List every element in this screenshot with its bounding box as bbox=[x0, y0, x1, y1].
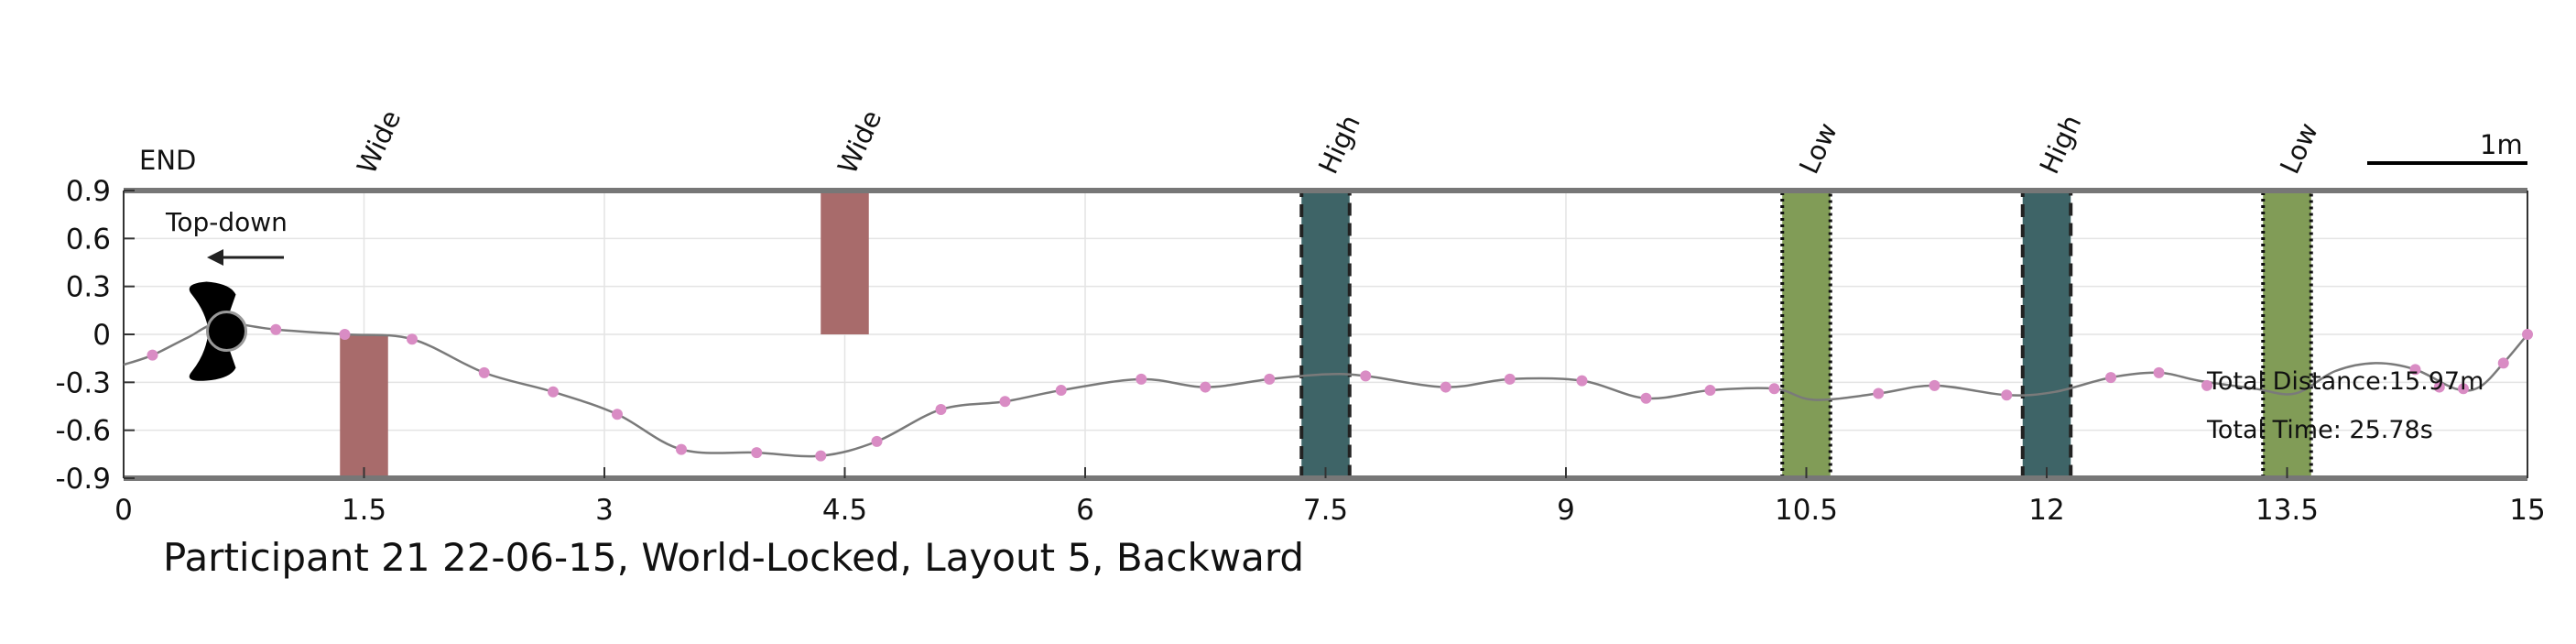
chart-labels: END Top-down 1m Total Distance:15.97m To… bbox=[139, 105, 2523, 580]
walk-path bbox=[123, 322, 2533, 462]
obstacle-low bbox=[1780, 189, 1832, 480]
obstacle-label: Low bbox=[1793, 118, 1843, 179]
y-tick-label: 0.6 bbox=[66, 223, 111, 256]
obstacle-label: High bbox=[2034, 110, 2088, 179]
path-marker bbox=[2105, 372, 2116, 384]
chart-title: Participant 21 22-06-15, World-Locked, L… bbox=[163, 535, 1304, 580]
total-time-text: Total Time: 25.78s bbox=[2206, 416, 2433, 444]
path-marker bbox=[935, 403, 947, 415]
path-marker bbox=[1360, 370, 1372, 382]
path-marker bbox=[407, 333, 418, 345]
path-marker bbox=[2522, 329, 2533, 340]
path-marker bbox=[2458, 383, 2469, 395]
path-marker bbox=[1704, 385, 1716, 397]
path-marker bbox=[2409, 364, 2421, 376]
obstacle-high bbox=[1299, 189, 1352, 480]
path-marker bbox=[871, 435, 883, 447]
y-tick-label: 0 bbox=[92, 319, 111, 352]
x-tick-label: 3 bbox=[595, 494, 614, 527]
x-tick-label: 9 bbox=[1557, 494, 1575, 527]
x-tick-label: 12 bbox=[2028, 494, 2064, 527]
y-tick-label: 0.3 bbox=[66, 271, 111, 304]
x-tick-label: 6 bbox=[1076, 494, 1094, 527]
x-tick-label: 15 bbox=[2509, 494, 2545, 527]
y-tick-label: -0.3 bbox=[56, 366, 112, 399]
path-marker bbox=[2001, 389, 2013, 401]
path-line bbox=[123, 322, 2528, 458]
path-marker bbox=[2153, 366, 2165, 378]
x-tick-label: 1.5 bbox=[342, 494, 386, 527]
path-marker bbox=[1929, 379, 1940, 391]
x-tick-label: 13.5 bbox=[2255, 494, 2319, 527]
obstacle-label: Low bbox=[2274, 118, 2324, 179]
path-marker bbox=[2433, 381, 2445, 393]
obstacle-high bbox=[2020, 189, 2073, 480]
path-marker bbox=[147, 349, 158, 361]
x-tick-label: 7.5 bbox=[1303, 494, 1348, 527]
path-marker bbox=[1504, 373, 1516, 385]
path-marker bbox=[2497, 357, 2509, 369]
walker-head bbox=[206, 311, 247, 353]
direction-label: Top-down bbox=[165, 207, 288, 237]
x-tick-label: 4.5 bbox=[822, 494, 867, 527]
x-tick-label: 0 bbox=[114, 494, 133, 527]
obstacle-label: High bbox=[1312, 110, 1366, 179]
obstacle-wide bbox=[821, 191, 869, 334]
x-tick-label: 10.5 bbox=[1775, 494, 1838, 527]
obstacle-wide bbox=[340, 334, 388, 478]
y-tick-label: 0.9 bbox=[66, 175, 111, 208]
path-marker bbox=[751, 447, 763, 459]
path-marker bbox=[999, 396, 1011, 408]
path-marker bbox=[1136, 373, 1147, 385]
path-marker bbox=[612, 409, 623, 420]
end-label: END bbox=[139, 145, 196, 176]
y-tick-label: -0.6 bbox=[56, 415, 112, 448]
path-marker bbox=[339, 329, 351, 340]
path-marker bbox=[2201, 379, 2212, 391]
y-tick-label: -0.9 bbox=[56, 463, 112, 496]
obstacle-label: Wide bbox=[351, 105, 407, 179]
path-marker bbox=[815, 450, 827, 462]
path-marker bbox=[548, 386, 559, 398]
path-marker bbox=[1873, 387, 1885, 399]
obstacle-regions bbox=[340, 189, 2313, 480]
path-marker bbox=[270, 323, 282, 335]
total-distance-text: Total Distance:15.97m bbox=[2206, 367, 2484, 396]
scale-bar-label: 1m bbox=[2480, 129, 2523, 160]
path-marker bbox=[1440, 381, 1451, 393]
path-marker bbox=[478, 366, 490, 378]
direction-arrow-head bbox=[207, 249, 223, 266]
path-marker bbox=[1640, 392, 1652, 404]
path-marker bbox=[676, 443, 687, 455]
axes: 0 1.5 3 4.5 6 7.5 9 10.5 12 13.5 15 0.9 0.6 0.3 0 -0.3 -… bbox=[56, 161, 2546, 527]
path-marker bbox=[1200, 381, 1212, 393]
path-marker bbox=[1576, 375, 1588, 387]
walker-icon bbox=[189, 281, 247, 381]
path-marker bbox=[1264, 373, 1276, 385]
path-marker bbox=[1768, 383, 1780, 395]
path-marker bbox=[1055, 385, 1067, 397]
obstacle-label: Wide bbox=[831, 105, 887, 179]
